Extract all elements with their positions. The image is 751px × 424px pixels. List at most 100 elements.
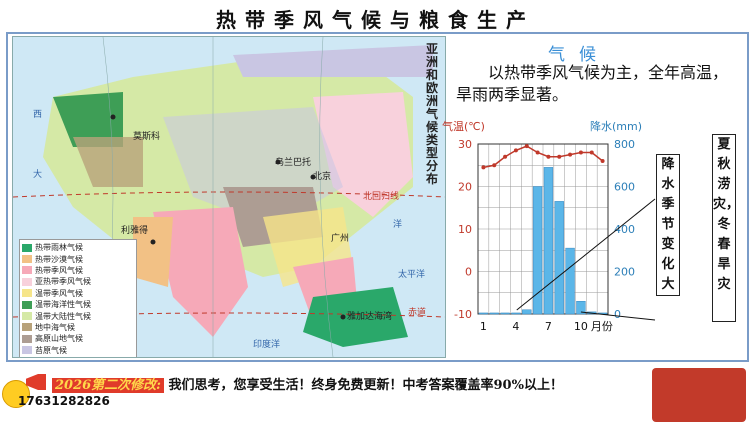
map-label-beijing: 北京 xyxy=(313,172,332,182)
x-tick-label: 7 xyxy=(545,320,552,333)
map-label-guangzhou: 广州 xyxy=(331,234,350,244)
legend-label: 热带雨林气候 xyxy=(35,243,83,253)
temp-point xyxy=(557,154,562,159)
precip-bar xyxy=(543,167,554,315)
map-label-west: 西 xyxy=(33,110,43,120)
precip-bar xyxy=(511,312,521,315)
legend-item: 温带海洋性气候 xyxy=(22,299,134,310)
temp-point xyxy=(589,150,594,155)
precip-tick-label: 400 xyxy=(614,223,635,236)
legend-label: 亚热带季风气候 xyxy=(35,277,91,287)
precip-bar xyxy=(522,309,532,315)
legend-item: 温带季风气候 xyxy=(22,288,134,299)
legend-swatch xyxy=(22,334,32,343)
legend-label: 热带沙漠气候 xyxy=(35,254,83,264)
temp-point xyxy=(568,152,573,157)
map-label-tropic: 北回归线 xyxy=(363,192,400,202)
temp-tick-label: 0 xyxy=(465,266,472,279)
legend-swatch xyxy=(22,289,32,298)
climate-map: 亚洲和欧洲气候类型分布 莫斯科 乌兰巴托 北京 利雅得 广州 雅加达海湾 西 大… xyxy=(12,36,446,358)
map-legend: 热带雨林气候 热带沙漠气候 热带季风气候 亚热带季风气候 温带季风气候 温带海洋性气候 温带… xyxy=(19,239,137,357)
footer-phone: 17631282826 xyxy=(18,394,110,408)
temp-point xyxy=(524,144,529,149)
temp-point xyxy=(492,163,497,168)
legend-label: 地中海气候 xyxy=(35,322,75,332)
climate-chart: -10 0 10 20 30 0 200 400 600 800 气温(℃) 降水(mm) 1 4 7 10 月… xyxy=(440,114,660,358)
footer-banner: 2026第二次修改: 我们思考，您享受生活！终身免费更新！中考答案覆盖率90%以… xyxy=(0,364,751,424)
legend-label: 温带海洋性气候 xyxy=(35,300,91,310)
map-label-equator: 赤道 xyxy=(408,308,427,318)
precip-bar xyxy=(565,247,575,315)
temp-tick-label: -10 xyxy=(454,308,472,321)
precip-bar xyxy=(478,312,489,315)
footer-tag: 2026第二次修改: xyxy=(52,378,164,393)
temp-point xyxy=(546,154,551,159)
map-label-india-ocean: 印度洋 xyxy=(253,340,281,350)
temp-tick-label: 30 xyxy=(458,138,472,151)
legend-label: 高原山地气候 xyxy=(35,334,83,344)
plot-frame xyxy=(477,143,609,315)
legend-swatch xyxy=(22,346,32,355)
map-label-jakarta: 雅加达海湾 xyxy=(347,312,393,322)
precip-bar xyxy=(576,301,586,315)
precip-tick-label: 600 xyxy=(614,181,635,194)
temp-point xyxy=(578,150,583,155)
footer-text: 我们思考，您享受生活！终身免费更新！中考答案覆盖率90%以上！ xyxy=(168,378,563,393)
map-vertical-title: 亚洲和欧洲气候类型分布 xyxy=(425,42,438,186)
slide: 亚洲和欧洲气候类型分布 莫斯科 乌兰巴托 北京 利雅得 广州 雅加达海湾 西 大… xyxy=(6,32,749,362)
legend-swatch xyxy=(22,266,32,275)
disaster-box: 夏秋涝灾，冬春旱灾 xyxy=(712,134,739,322)
map-graphic xyxy=(13,37,445,357)
temp-point xyxy=(600,159,605,163)
precip-bar xyxy=(489,312,499,315)
legend-item: 高原山地气候 xyxy=(22,333,134,344)
page-title: 热带季风气候与粮食生产 xyxy=(216,8,535,32)
legend-swatch xyxy=(22,300,32,309)
temp-tick-label: 10 xyxy=(458,223,472,236)
x-tick-label: 4 xyxy=(512,320,519,333)
y-axis-label-temp: 气温(℃) xyxy=(442,119,485,133)
legend-item: 热带沙漠气候 xyxy=(22,253,134,264)
legend-item: 热带季风气候 xyxy=(22,265,134,276)
legend-swatch xyxy=(22,243,32,252)
legend-label: 温带大陆性气候 xyxy=(35,311,91,321)
legend-label: 苔原气候 xyxy=(35,345,67,355)
precip-bar xyxy=(532,186,543,315)
legend-label: 温带季风气候 xyxy=(35,288,83,298)
climate-description: 以热带季风气候为主，全年高温，旱雨两季显著。 xyxy=(456,63,729,104)
temp-tick-label: 20 xyxy=(458,181,472,194)
precip-tick-label: 200 xyxy=(614,266,635,279)
temp-point xyxy=(503,154,508,159)
legend-item: 热带雨林气候 xyxy=(22,242,134,253)
x-tick-label: 10 xyxy=(574,320,588,333)
legend-label: 热带季风气候 xyxy=(35,265,83,275)
map-label-big: 大 xyxy=(33,170,43,180)
legend-swatch xyxy=(22,312,32,321)
map-label-riyadh: 利雅得 xyxy=(121,226,149,236)
arrow-line xyxy=(516,198,656,311)
map-label-ocean: 洋 xyxy=(393,220,403,230)
megaphone-icon xyxy=(26,374,46,390)
temp-point xyxy=(535,150,540,155)
legend-item: 亚热带季风气候 xyxy=(22,276,134,287)
legend-swatch xyxy=(22,323,32,332)
emoji-icon xyxy=(2,380,30,408)
x-axis-unit: 月份 xyxy=(591,320,613,333)
arrow-line xyxy=(580,311,656,321)
temp-point xyxy=(513,148,518,153)
climate-heading: 气候 xyxy=(548,45,610,65)
legend-swatch xyxy=(22,277,32,286)
precip-variation-box: 降水季节变化大 xyxy=(656,154,680,296)
y-axis-label-precip: 降水(mm) xyxy=(590,119,642,133)
map-label-moscow: 莫斯科 xyxy=(133,132,161,142)
precip-tick-label: 800 xyxy=(614,138,635,151)
precip-bar xyxy=(500,312,510,315)
map-label-ulaanbaatar: 乌兰巴托 xyxy=(275,158,312,168)
decorative-stamp-icon xyxy=(652,368,746,422)
legend-item: 温带大陆性气候 xyxy=(22,310,134,321)
map-label-pacific: 太平洋 xyxy=(398,270,426,280)
precip-tick-label: 0 xyxy=(614,308,621,321)
footer-message: 2026第二次修改: 我们思考，您享受生活！终身免费更新！中考答案覆盖率90%以… xyxy=(52,374,563,393)
x-tick-label: 1 xyxy=(480,320,487,333)
